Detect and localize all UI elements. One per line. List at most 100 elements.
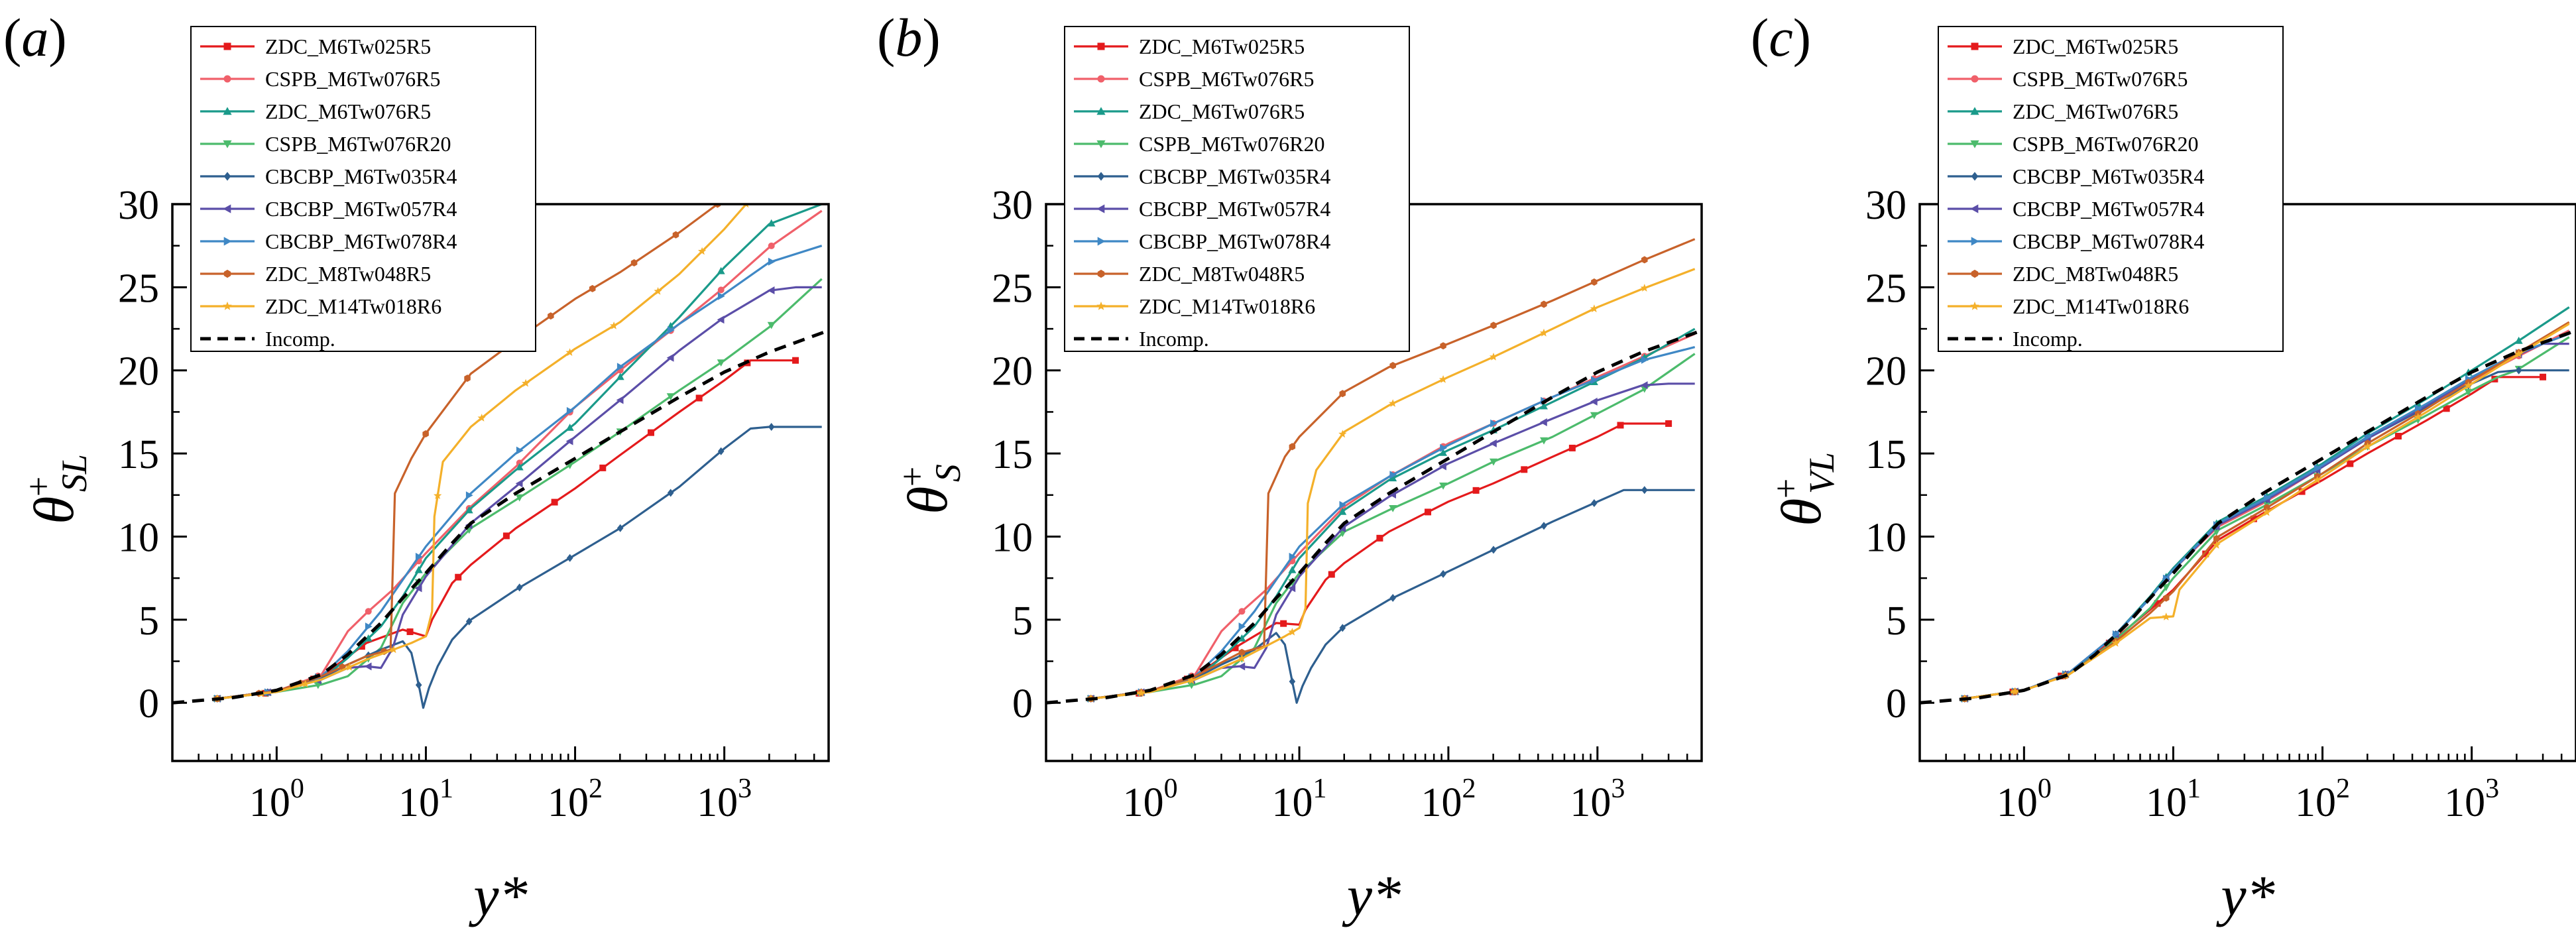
- x-tick-base: 10: [1421, 780, 1462, 825]
- panel-label: (b): [877, 7, 941, 68]
- x-tick-label: 103: [1570, 774, 1625, 825]
- legend-marker-icon: [1097, 42, 1105, 50]
- x-tick-label: 101: [1272, 774, 1327, 825]
- series-marker-CBCBP_M6Tw035R4: [1289, 677, 1296, 686]
- legend-item: CSPB_M6Tw076R20: [1948, 132, 2199, 156]
- series-marker-CBCBP_M6Tw078R4: [2313, 464, 2321, 473]
- legend-item: ZDC_M6Tw076R5: [1948, 99, 2178, 123]
- legend: ZDC_M6Tw025R5 CSPB_M6Tw076R5 ZDC_M6Tw076R5…: [1064, 26, 1410, 352]
- y-tick-label: 10: [1865, 515, 1906, 560]
- series-line-Incomp.: [172, 329, 829, 705]
- series-marker-CBCBP_M6Tw057R4: [717, 316, 725, 324]
- series-marker-ZDC_M8Tw048R5: [464, 375, 471, 382]
- series-marker-ZDC_M6Tw076R5: [1338, 508, 1347, 515]
- series-group: [1046, 238, 1702, 705]
- series-marker-ZDC_M6Tw076R5: [565, 424, 574, 431]
- series-marker-CSPB_M6Tw076R5: [1238, 608, 1246, 615]
- series-marker-ZDC_M14Tw018R6: [697, 247, 707, 255]
- legend-label: CBCBP_M6Tw057R4: [265, 197, 457, 221]
- y-tick-label: 20: [1865, 349, 1906, 394]
- series-marker-ZDC_M8Tw048R5: [1641, 256, 1648, 264]
- panel-label-letter: a: [21, 7, 48, 68]
- series-marker-CBCBP_M6Tw078R4: [1641, 355, 1649, 364]
- x-axis-label: y*: [2215, 864, 2274, 927]
- series-marker-ZDC_M6Tw025R5: [358, 643, 365, 650]
- series-marker-ZDC_M14Tw018R6: [1288, 628, 1297, 636]
- series-marker-CSPB_M6Tw076R5: [717, 286, 725, 294]
- series-marker-ZDC_M6Tw076R5: [616, 373, 624, 380]
- legend-item: ZDC_M6Tw025R5: [1948, 34, 2178, 58]
- legend-item: CBCBP_M6Tw035R4: [1074, 164, 1330, 188]
- panel-label-letter: c: [1769, 7, 1792, 68]
- x-tick-base: 10: [697, 780, 738, 825]
- x-tick-exponent: 3: [1611, 774, 1625, 804]
- series-marker-ZDC_M14Tw018R6: [522, 378, 530, 387]
- series-marker-CBCBP_M6Tw078R4: [768, 257, 776, 266]
- series-marker-CBCBP_M6Tw078R4: [2263, 493, 2271, 502]
- legend-marker-icon: [223, 204, 231, 213]
- series-marker-CBCBP_M6Tw057R4: [565, 437, 573, 445]
- legend-item: Incomp.: [1074, 327, 1209, 351]
- panel-label-close: ): [48, 7, 66, 68]
- legend-item: ZDC_M6Tw025R5: [200, 34, 431, 58]
- x-tick-label: 100: [1997, 774, 2052, 825]
- chart-panel-b: 100 101 102 103051015202530(b)y*θ+SZDC_M6Tw…: [877, 7, 1703, 927]
- legend-label: Incomp.: [2013, 327, 2083, 351]
- y-tick-label: 25: [992, 266, 1033, 311]
- x-tick-base: 10: [398, 780, 439, 825]
- legend-item: Incomp.: [1948, 327, 2083, 351]
- series-marker-CBCBP_M6Tw035R4: [616, 524, 624, 532]
- legend-label: CBCBP_M6Tw035R4: [2013, 164, 2204, 188]
- legend-label: ZDC_M6Tw025R5: [1139, 34, 1305, 58]
- legend-label: CBCBP_M6Tw057R4: [1139, 197, 1330, 221]
- legend-label: ZDC_M6Tw025R5: [2013, 34, 2178, 58]
- y-axis-label-symbol: θ: [1769, 498, 1833, 526]
- legend-label: CBCBP_M6Tw078R4: [265, 229, 457, 253]
- series-marker-ZDC_M8Tw048R5: [2264, 504, 2270, 512]
- series-marker-ZDC_M6Tw025R5: [502, 532, 510, 540]
- series-marker-ZDC_M8Tw048R5: [1591, 278, 1598, 286]
- series-marker-ZDC_M6Tw025R5: [2394, 432, 2402, 439]
- legend-box: [1938, 26, 2284, 352]
- legend-item: Incomp.: [200, 327, 335, 351]
- series-marker-ZDC_M6Tw025R5: [1425, 508, 1432, 516]
- series-marker-ZDC_M14Tw018R6: [654, 287, 662, 295]
- series-marker-CSPB_M6Tw076R20: [1540, 437, 1548, 445]
- x-tick-exponent: 3: [738, 774, 752, 804]
- series-marker-ZDC_M14Tw018R6: [1438, 375, 1448, 383]
- series-marker-CBCBP_M6Tw078R4: [1289, 552, 1297, 561]
- panel-label-close: ): [922, 7, 940, 68]
- series-marker-ZDC_M6Tw025R5: [2154, 600, 2161, 607]
- series-marker-CBCBP_M6Tw078R4: [1238, 622, 1246, 631]
- series-marker-CBCBP_M6Tw057R4: [1389, 491, 1396, 499]
- legend-label: CSPB_M6Tw076R5: [2013, 67, 2188, 91]
- x-tick-base: 10: [249, 780, 290, 825]
- x-tick-exponent: 1: [439, 774, 453, 804]
- series-group: [1920, 306, 2576, 705]
- legend-label: ZDC_M6Tw025R5: [265, 34, 431, 58]
- legend-marker-icon: [1096, 204, 1105, 213]
- series-marker-ZDC_M6Tw076R5: [717, 266, 725, 274]
- series-marker-CBCBP_M6Tw035R4: [667, 489, 674, 497]
- legend-marker-icon: [1971, 75, 1979, 83]
- series-line-ZDC_M6Tw025R5: [1090, 422, 1669, 700]
- series-line-Incomp.: [1920, 329, 2576, 705]
- x-tick-label: 103: [697, 774, 752, 825]
- x-tick-base: 10: [1570, 780, 1611, 825]
- legend-marker-icon: [1097, 269, 1105, 278]
- series-marker-ZDC_M6Tw076R5: [414, 565, 423, 573]
- series-marker-CBCBP_M6Tw035R4: [566, 553, 573, 562]
- y-tick-label: 20: [118, 349, 159, 394]
- legend-label: ZDC_M14Tw018R6: [265, 294, 441, 318]
- legend-marker-icon: [1097, 75, 1105, 83]
- series-marker-CBCBP_M6Tw035R4: [415, 681, 422, 689]
- series-marker-ZDC_M14Tw018R6: [477, 414, 486, 422]
- legend-item: CBCBP_M6Tw057R4: [1074, 197, 1330, 221]
- series-marker-CBCBP_M6Tw078R4: [1339, 500, 1347, 509]
- x-tick-base: 10: [2444, 780, 2485, 825]
- series-marker-ZDC_M8Tw048R5: [422, 430, 429, 437]
- y-tick-label: 10: [118, 515, 159, 560]
- series-marker-CSPB_M6Tw076R20: [515, 494, 524, 502]
- legend-marker-icon: [1096, 107, 1106, 115]
- series-marker-ZDC_M14Tw018R6: [1187, 676, 1196, 684]
